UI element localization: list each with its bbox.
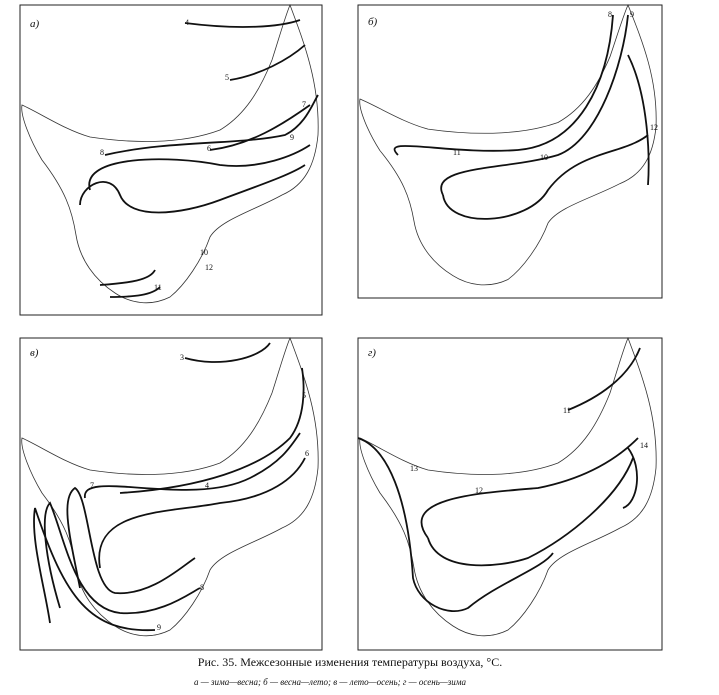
isoline (79, 164, 306, 214)
isoline (99, 269, 156, 286)
isoline (33, 507, 156, 631)
isoline-label: 4 (185, 18, 189, 27)
isoline (427, 457, 634, 567)
panel-frame (357, 337, 663, 651)
isoline-label: 3 (180, 353, 184, 362)
isoline (420, 437, 639, 539)
isoline-label: 4 (205, 481, 209, 490)
isoline-label: 8 (608, 10, 612, 19)
coastline (359, 337, 657, 637)
isoline (627, 54, 650, 186)
isoline (393, 14, 614, 156)
isoline (442, 134, 649, 220)
isoline-label: 5 (302, 391, 306, 400)
isoline-label: 12 (475, 486, 483, 495)
panel-d: г) 11 12 13 14 (357, 337, 663, 651)
coastline (21, 4, 319, 304)
isoline-label: 5 (225, 73, 229, 82)
isoline-label: 9 (157, 623, 161, 632)
isoline (104, 94, 319, 156)
panel-label: а) (30, 18, 40, 30)
isoline (98, 457, 306, 569)
isoline (184, 19, 301, 28)
isoline-label: 6 (305, 449, 309, 458)
panel-label: в) (30, 347, 39, 359)
isoline-label: 6 (207, 144, 211, 153)
panel-frame (19, 4, 323, 316)
isoline-label: 11 (154, 283, 162, 292)
panel-c: в) 3 4 5 6 7 8 9 (19, 337, 323, 651)
panel-frame (357, 4, 663, 299)
isoline-label: 9 (290, 133, 294, 142)
panel-b: б) 8 9 10 11 12 (357, 4, 663, 299)
panel-label: б) (368, 16, 378, 28)
panel-a: а) 4 5 6 7 8 9 10 11 12 (19, 4, 323, 316)
isoline (357, 437, 554, 613)
isoline-label: 12 (205, 263, 213, 272)
isoline-label: 7 (90, 481, 94, 490)
isoline-label: 14 (640, 441, 648, 450)
panel-frame (19, 337, 323, 651)
isoline-label: 12 (650, 123, 658, 132)
isoline (109, 286, 161, 298)
isoline-label: 13 (410, 464, 418, 473)
isoline (88, 144, 311, 191)
isoline-label: 8 (100, 148, 104, 157)
isoline (119, 367, 305, 494)
isoline-label: 9 (630, 10, 634, 19)
caption-legend: а — зима—весна; б — весна—лето; в — лето… (194, 677, 467, 687)
isoline-label: 11 (453, 148, 461, 157)
isoline (209, 104, 311, 151)
isoline (66, 486, 196, 594)
isoline-label: 10 (540, 153, 548, 162)
isoline-label: 7 (302, 100, 306, 109)
isoline (567, 347, 641, 411)
isoline-label: 10 (200, 248, 208, 257)
isoline (440, 14, 629, 196)
isoline-label: 11 (563, 406, 571, 415)
coastline (359, 4, 657, 286)
panel-label: г) (368, 347, 376, 359)
isoline-label: 8 (200, 583, 204, 592)
isoline (184, 342, 271, 363)
isoline (84, 432, 301, 499)
isoline (229, 44, 306, 81)
caption-title: Рис. 35. Межсезонные изменения температу… (198, 655, 502, 669)
isoline (622, 447, 638, 509)
